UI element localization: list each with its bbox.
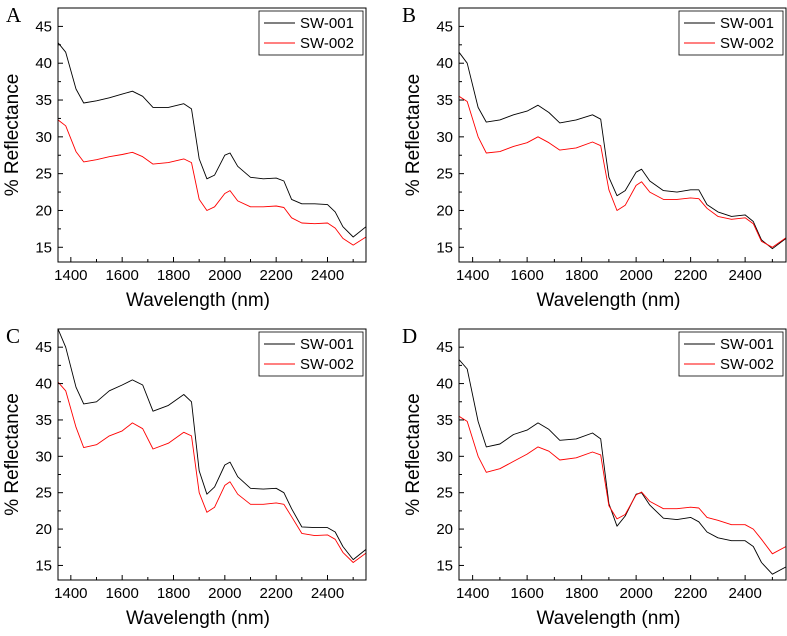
legend-label: SW-002 [300, 356, 354, 373]
y-tick-label: 20 [35, 521, 52, 538]
y-tick-label: 25 [35, 166, 52, 183]
x-tick-label: 2200 [259, 585, 292, 602]
y-tick-label: 30 [35, 448, 52, 465]
x-tick-label: 2200 [674, 585, 707, 602]
x-tick-label: 1400 [456, 585, 489, 602]
panel-letter: D [402, 324, 417, 348]
y-tick-label: 35 [436, 92, 453, 109]
chart-panel-d: D 1400 1600 1800 2000 2200 2400 15 20 25 30 35 40 45 W… [402, 324, 787, 629]
y-axis-title: % Reflectance [403, 393, 424, 516]
y-tick-label: 40 [436, 55, 453, 72]
series-line-sw-001 [58, 329, 366, 561]
legend-label: SW-002 [720, 35, 774, 52]
legend: SW-001 SW-002 [678, 331, 784, 377]
legend-label: SW-001 [720, 15, 774, 32]
y-tick-label: 40 [436, 376, 453, 393]
y-axis-title: % Reflectance [403, 74, 424, 197]
x-tick-label: 2400 [728, 267, 761, 284]
y-tick-label: 30 [436, 129, 453, 146]
y-tick-label: 25 [436, 166, 453, 183]
y-tick-label: 20 [436, 202, 453, 219]
legend-label: SW-002 [300, 35, 354, 52]
legend: SW-001 SW-002 [678, 10, 784, 56]
series-line-sw-002 [58, 119, 366, 246]
y-tick-label: 45 [35, 18, 52, 35]
y-axis-title: % Reflectance [2, 393, 23, 516]
x-tick-label: 1600 [510, 585, 543, 602]
legend: SW-001 SW-002 [258, 331, 364, 377]
x-tick-label: 1800 [157, 267, 190, 284]
chart-panel-a: A 1400 1600 1800 2000 2200 2400 15 20 25 30 35 40 45 W… [2, 3, 367, 311]
legend: SW-001 SW-002 [258, 10, 364, 56]
y-tick-label: 35 [436, 412, 453, 429]
x-tick-label: 1600 [510, 267, 543, 284]
x-tick-label: 1400 [54, 585, 87, 602]
legend-box [678, 10, 784, 56]
y-tick-label: 45 [35, 339, 52, 356]
x-axis-title: Wavelength (nm) [537, 290, 681, 311]
x-tick-label: 1400 [54, 267, 87, 284]
y-tick-label: 45 [436, 339, 453, 356]
chart-panel-c: C 1400 1600 1800 2000 2200 2400 15 20 25 30 35 40 45 W… [2, 324, 367, 629]
plot-frame [458, 7, 787, 263]
legend-label: SW-001 [720, 336, 774, 353]
x-tick-label: 1800 [565, 267, 598, 284]
series-line-sw-002 [459, 415, 786, 555]
x-tick-label: 2400 [311, 585, 344, 602]
y-tick-label: 20 [436, 521, 453, 538]
plot-frame [57, 328, 367, 581]
series-line-sw-001 [58, 42, 366, 238]
y-tick-label: 35 [35, 92, 52, 109]
x-tick-label: 1600 [105, 267, 138, 284]
x-tick-label: 2000 [619, 585, 652, 602]
y-tick-label: 15 [436, 557, 453, 574]
legend-label: SW-002 [720, 356, 774, 373]
y-tick-label: 15 [35, 239, 52, 256]
x-tick-label: 2000 [208, 585, 241, 602]
y-axis-title: % Reflectance [2, 74, 23, 197]
y-tick-label: 35 [35, 412, 52, 429]
plot-frame [458, 328, 787, 581]
plot-frame [57, 7, 367, 263]
series-line-sw-001 [459, 51, 786, 250]
x-axis-title: Wavelength (nm) [537, 608, 681, 629]
y-tick-label: 45 [436, 18, 453, 35]
legend-box [258, 10, 364, 56]
panel-letter: B [402, 3, 416, 27]
panel-letter: A [6, 3, 22, 27]
series-line-sw-001 [459, 359, 786, 575]
y-tick-label: 20 [35, 202, 52, 219]
y-tick-label: 25 [35, 485, 52, 502]
y-tick-label: 30 [35, 129, 52, 146]
x-tick-label: 1800 [157, 585, 190, 602]
x-tick-label: 2200 [259, 267, 292, 284]
x-tick-label: 2400 [311, 267, 344, 284]
x-tick-label: 2000 [208, 267, 241, 284]
y-tick-label: 40 [35, 376, 52, 393]
legend-box [678, 331, 784, 377]
x-tick-label: 2200 [674, 267, 707, 284]
chart-panel-b: B 1400 1600 1800 2000 2200 2400 15 20 25 30 35 40 45 W… [402, 3, 787, 311]
y-tick-label: 30 [436, 448, 453, 465]
x-axis-title: Wavelength (nm) [126, 290, 270, 311]
legend-box [258, 331, 364, 377]
panel-letter: C [6, 324, 20, 348]
legend-label: SW-001 [300, 336, 354, 353]
x-tick-label: 1600 [105, 585, 138, 602]
x-axis-title: Wavelength (nm) [126, 608, 270, 629]
y-tick-label: 15 [35, 557, 52, 574]
legend-label: SW-001 [300, 15, 354, 32]
series-line-sw-002 [58, 381, 366, 563]
y-tick-label: 40 [35, 55, 52, 72]
y-tick-label: 25 [436, 485, 453, 502]
x-tick-label: 1800 [565, 585, 598, 602]
x-tick-label: 2000 [619, 267, 652, 284]
x-tick-label: 1400 [456, 267, 489, 284]
x-tick-label: 2400 [728, 585, 761, 602]
y-tick-label: 15 [436, 239, 453, 256]
series-line-sw-002 [459, 95, 786, 248]
